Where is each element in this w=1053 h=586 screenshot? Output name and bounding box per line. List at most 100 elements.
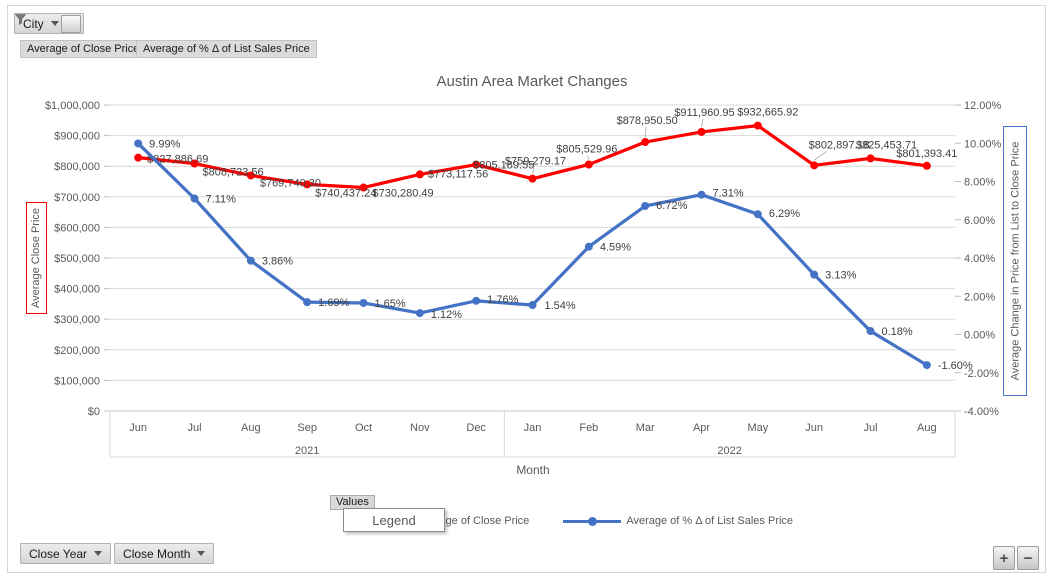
value-field-label: Average of Close Price [27,43,140,55]
data-point-1[interactable] [303,298,312,307]
data-label-1: 6.72% [656,200,687,212]
data-point-1[interactable] [472,296,481,305]
month-tick-label: Dec [466,422,486,434]
city-filter-label: City [23,16,44,31]
data-point-1[interactable] [134,139,143,148]
chevron-down-icon [197,551,206,556]
label-leader-line [644,127,647,138]
right-axis-tick-label: -4.00% [964,406,999,418]
data-point-0[interactable] [246,171,255,180]
data-point-1[interactable] [528,301,537,310]
month-tick-label: Mar [636,422,655,434]
data-point-0[interactable] [922,161,931,170]
right-axis-tick-label: 4.00% [964,253,995,265]
data-label-0: $805,189.55 [473,160,534,172]
data-label-1: 0.18% [882,326,913,338]
label-leader-line [532,167,535,174]
data-point-1[interactable] [415,309,424,318]
data-label-1: -1.60% [938,360,973,372]
city-filter-button[interactable]: City [14,13,84,34]
data-point-0[interactable] [134,153,143,162]
data-point-1[interactable] [810,270,819,279]
data-label-1: 9.99% [149,138,180,150]
month-tick-label: Jul [187,422,201,434]
data-point-1[interactable] [246,256,255,265]
data-point-0[interactable] [472,160,481,169]
right-axis-tick-label: 10.00% [964,138,1002,150]
data-point-0[interactable] [641,138,650,147]
data-label-0: $805,529.96 [556,144,617,156]
data-point-1[interactable] [190,194,199,203]
month-tick-label: Aug [241,422,261,434]
data-label-1: 1.76% [487,294,518,306]
value-field-button-pct-delta[interactable]: Average of % Δ of List Sales Price [136,40,317,58]
label-leader-line [813,150,827,161]
data-point-0[interactable] [190,159,199,168]
data-point-1[interactable] [641,201,650,210]
month-tick-label: Jan [524,422,542,434]
collapse-field-button[interactable]: − [1017,546,1039,570]
chart-title[interactable]: Austin Area Market Changes [436,73,628,90]
left-axis-tick-label: $900,000 [54,131,100,143]
data-label-0: $825,453.71 [856,139,917,151]
value-field-label: Average of % Δ of List Sales Price [143,43,310,55]
month-tick-label: Jun [129,422,147,434]
x-axis-title[interactable]: Month [516,463,550,477]
year-group-label: 2021 [295,445,319,457]
month-tick-label: Sep [297,422,317,434]
data-point-1[interactable] [753,210,762,219]
data-label-1: 7.31% [713,188,744,200]
month-tick-label: Jul [863,422,877,434]
data-label-1: 1.54% [545,300,576,312]
left-axis-tick-label: $200,000 [54,345,100,357]
data-point-0[interactable] [697,127,706,136]
close-year-label: Close Year [29,546,88,561]
month-tick-label: Oct [355,422,372,434]
data-point-0[interactable] [359,183,368,192]
data-point-0[interactable] [584,160,593,169]
data-point-1[interactable] [866,327,875,336]
chevron-down-icon [94,551,103,556]
month-tick-label: May [747,422,768,434]
right-axis-tick-label: -2.00% [964,368,999,380]
right-axis-tick-label: 6.00% [964,215,995,227]
data-point-1[interactable] [584,242,593,251]
data-point-0[interactable] [866,154,875,163]
legend-tooltip: Legend [343,508,445,532]
left-axis-tick-label: $0 [88,406,100,418]
data-label-1: 3.86% [262,256,293,268]
legend-item-pct-delta[interactable]: Average of % Δ of List Sales Price [563,515,793,527]
legend-label: Average of % Δ of List Sales Price [626,515,794,527]
funnel-icon [15,14,26,25]
close-month-label: Close Month [123,546,191,561]
right-axis-tick-label: 2.00% [964,291,995,303]
data-label-0: $740,437.24 [315,187,376,199]
legend-marker-pct-delta [563,516,622,526]
left-axis-tick-label: $1,000,000 [45,100,100,112]
data-label-0: $808,723.56 [203,167,264,179]
filter-funnel-button[interactable] [15,14,81,33]
label-leader-line [701,118,704,128]
data-point-1[interactable] [922,361,931,370]
left-axis-title[interactable]: Average Close Price [26,202,47,314]
data-label-1: 1.69% [318,297,349,309]
month-tick-label: Apr [693,422,710,434]
data-point-1[interactable] [697,190,706,199]
data-point-0[interactable] [753,121,762,130]
close-year-field-button[interactable]: Close Year [20,543,112,564]
data-label-0: $911,960.95 [674,107,734,119]
data-point-0[interactable] [528,174,537,183]
data-point-0[interactable] [810,161,819,170]
data-point-1[interactable] [359,298,368,307]
data-label-0: $878,950.50 [617,115,678,127]
month-tick-label: Jun [805,422,823,434]
value-field-button-close-price[interactable]: Average of Close Price [20,40,147,58]
data-label-1: 1.65% [375,298,406,310]
data-point-0[interactable] [415,170,424,179]
expand-field-button[interactable]: + [993,546,1015,570]
right-axis-title[interactable]: Average Change in Price from List to Clo… [1003,126,1027,396]
legend-label: Average of Close Price [417,515,530,527]
data-point-0[interactable] [303,180,312,189]
close-month-field-button[interactable]: Close Month [114,543,215,564]
